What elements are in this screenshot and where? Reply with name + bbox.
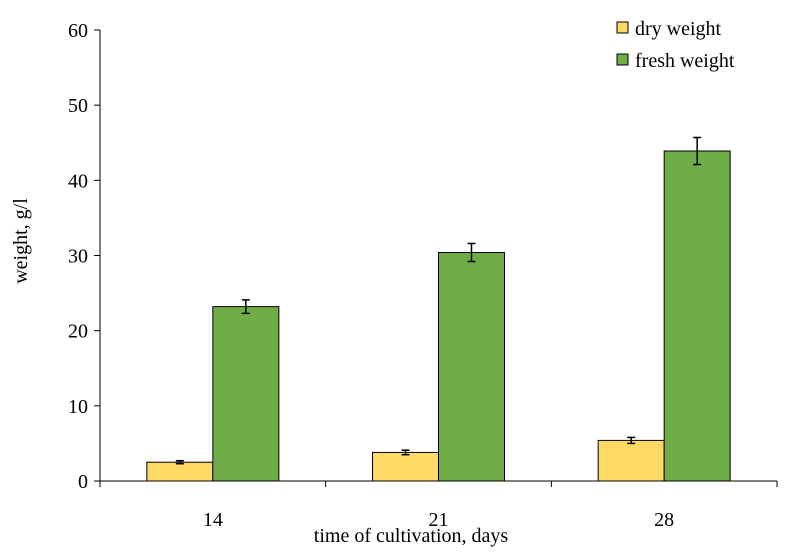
bar-fresh-weight-21 — [438, 251, 505, 482]
bars-group — [146, 150, 731, 482]
bar-dry-weight-28 — [597, 439, 665, 482]
y-tick-label: 30 — [68, 246, 88, 268]
axes-group: 0 10 20 30 40 50 60 14 21 28 — [68, 20, 778, 531]
bar-fresh-weight-14 — [212, 306, 280, 482]
y-tick-label: 10 — [68, 396, 88, 418]
legend: dry weight fresh weight — [616, 18, 735, 72]
x-tick-label: 14 — [203, 509, 223, 531]
y-tick-label: 0 — [78, 471, 88, 493]
error-bars-group — [175, 136, 702, 465]
legend-label: fresh weight — [635, 50, 735, 72]
bar-dry-weight-21 — [372, 451, 439, 482]
y-tick-label: 50 — [68, 95, 88, 117]
legend-label: dry weight — [635, 18, 722, 40]
y-tick-label: 20 — [68, 321, 88, 343]
x-tick-label: 28 — [654, 509, 674, 531]
legend-swatch — [616, 53, 629, 66]
x-axis-label: time of cultivation, days — [314, 525, 509, 547]
y-axis-label: weight, g/l — [10, 198, 32, 284]
bar-fresh-weight-28 — [663, 150, 731, 482]
bar-dry-weight-14 — [146, 461, 214, 482]
legend-swatch — [616, 21, 629, 34]
y-tick-label: 40 — [68, 170, 88, 192]
x-tick-label: 21 — [429, 509, 449, 531]
y-tick-label: 60 — [68, 20, 88, 42]
